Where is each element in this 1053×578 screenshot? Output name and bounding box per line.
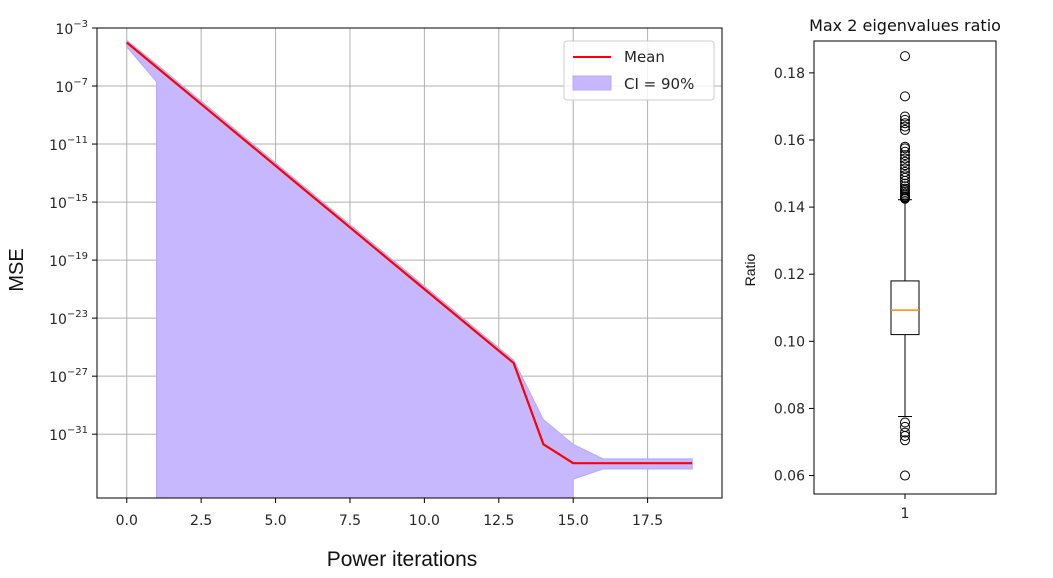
outlier-point [900,111,910,122]
mse-x-axis-label: Power iterations [327,548,478,571]
mse-chart: 0.0 2.5 5.0 7.5 10.0 12.5 15.0 17.5 10−310−710−… [6,19,723,571]
mse-y-ticks: 10−3 10−7 10−11 10−15 10−19 10−23 10−27 10−31 [49,19,97,444]
boxplot-y-tick-label: 0.06 [774,469,805,485]
mse-y-tick-label: 10−23 [49,309,88,328]
outlier-point [900,150,910,161]
mse-y-tick-label: 10−7 [55,77,88,96]
outlier-point [900,178,910,189]
outlier-point [900,114,910,125]
mse-axes-frame [96,27,723,499]
mse-x-tick-label: 17.5 [632,513,663,529]
mean-line-layer [126,41,693,465]
boxplot-x-ticks: 1 [901,494,910,522]
boxplot-y-tick-label: 0.12 [774,267,805,283]
boxplot-title: Max 2 eigenvalues ratio [809,16,1001,35]
outlier-point [900,427,910,438]
mse-y-axis-label: MSE [6,248,28,291]
outlier-point [900,146,910,157]
outlier-point [900,170,910,181]
outlier-point [900,141,910,152]
outlier-point [900,121,910,132]
boxplot-y-tick-label: 0.08 [774,401,805,417]
boxplot-y-tick-label: 0.10 [774,334,805,350]
mse-x-tick-label: 7.5 [339,513,361,529]
boxplot-y-tick-label: 0.14 [774,200,805,216]
mse-y-tick-label: 10−3 [55,19,88,38]
mse-x-tick-label: 15.0 [558,513,589,529]
boxplot-x-tick-label: 1 [901,506,910,522]
legend-ci-label: CI = 90% [624,75,694,93]
mse-x-tick-label: 0.0 [116,513,138,529]
outlier-point [900,118,910,129]
mse-y-tick-label: 10−19 [49,251,88,270]
boxplot-y-tick-label: 0.18 [774,66,805,82]
mse-x-tick-label: 2.5 [190,513,212,529]
outlier-point [900,166,910,177]
outlier-point [900,124,910,135]
outlier-point [900,421,910,432]
mse-y-tick-label: 10−15 [49,193,88,212]
outlier-point [900,163,910,174]
boxplot-layer [890,51,920,481]
legend-ci-swatch [572,75,612,91]
outlier-point [900,470,910,481]
outlier-point [900,160,910,171]
outlier-point [900,435,910,446]
outlier-point [900,417,910,428]
boxplot-y-axis-label: Ratio [742,253,758,286]
legend: Mean CI = 90% [563,40,715,101]
outlier-point [900,181,910,192]
ratio-boxplot-chart: Max 2 eigenvalues ratio 0.06 0.08 0.10 0.12… [742,16,1001,522]
mse-y-tick-label: 10−27 [49,367,88,386]
outlier-point [900,183,910,194]
mse-y-tick-label: 10−31 [49,425,88,444]
mse-x-tick-label: 12.5 [483,513,514,529]
mse-x-tick-label: 5.0 [264,513,286,529]
legend-mean-label: Mean [624,48,665,66]
mse-y-tick-label: 10−11 [49,135,88,154]
box-iqr [890,280,920,336]
boxplot-y-ticks: 0.06 0.08 0.10 0.12 0.14 0.16 0.18 [774,66,814,485]
mean-line [126,41,693,465]
outlier-point [900,91,910,102]
outlier-point [900,51,910,62]
mse-x-ticks: 0.0 2.5 5.0 7.5 10.0 12.5 15.0 17.5 [116,498,663,529]
mse-x-tick-label: 10.0 [409,513,440,529]
outlier-point [900,156,910,167]
outlier-point [900,153,910,164]
boxplot-y-tick-label: 0.16 [774,133,805,149]
